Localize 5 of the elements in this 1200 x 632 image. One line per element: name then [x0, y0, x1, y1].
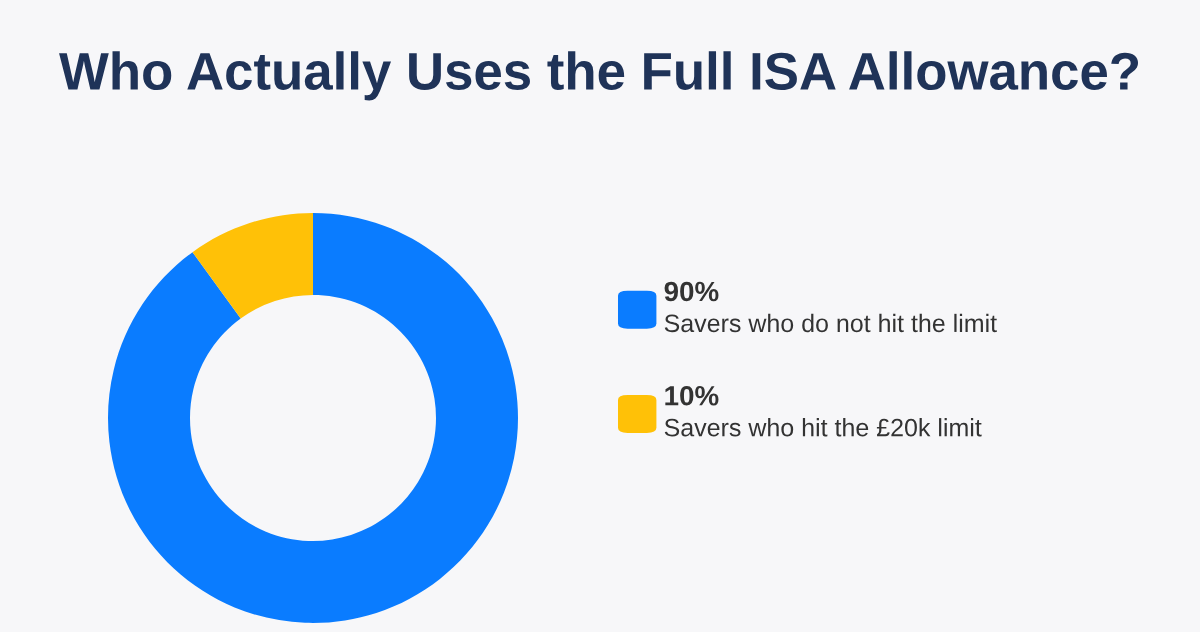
- legend-label: Savers who do not hit the limit: [664, 313, 997, 333]
- data-label: 10%: [665, 385, 719, 406]
- data-label: 90%: [664, 281, 719, 302]
- chart-title: Who Actually Uses the Full ISA Allowance?: [59, 51, 1139, 101]
- legend-label: Savers who hit the £20k limit: [664, 418, 982, 437]
